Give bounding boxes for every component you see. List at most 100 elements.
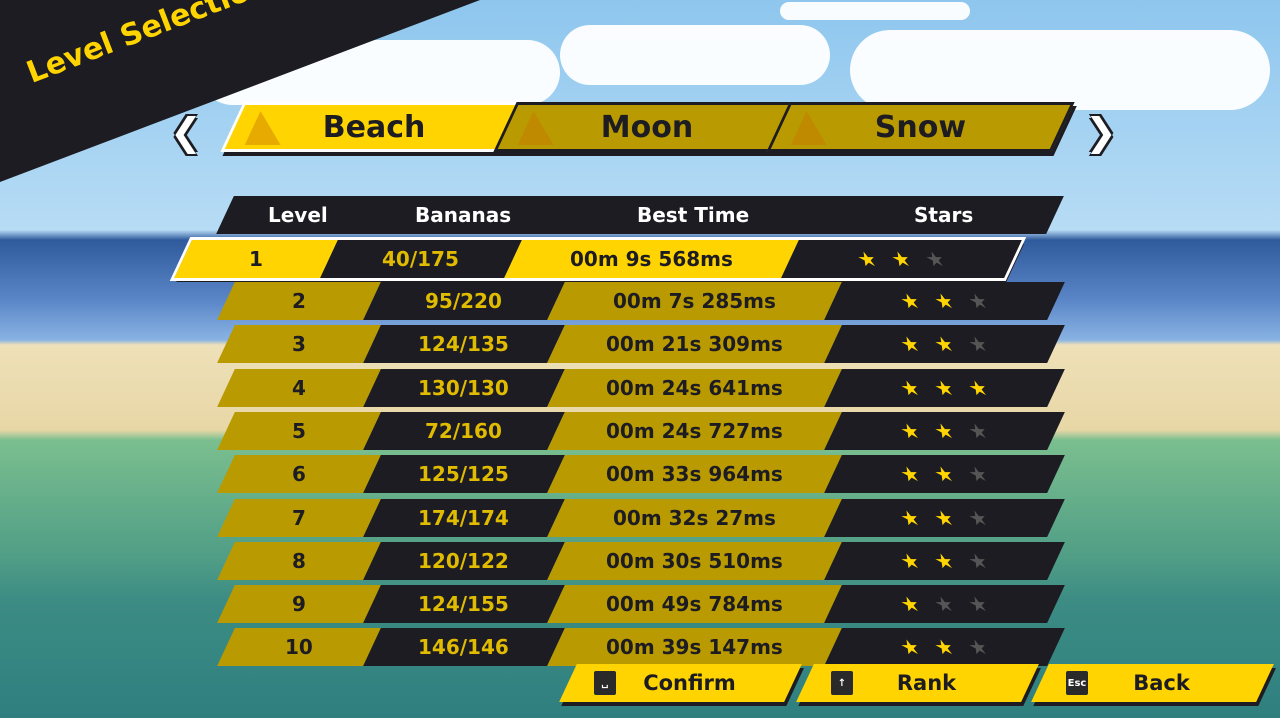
bananas-count: 146/146 (418, 635, 510, 660)
star-icon: ★ (963, 592, 993, 617)
star-icon: ★ (929, 505, 959, 530)
tab-moon[interactable]: Moon (493, 102, 802, 152)
cloud (850, 30, 1270, 110)
best-time: 00m 33s 964ms (605, 462, 783, 487)
stars-rating: ★ ★ ★ (893, 332, 995, 356)
level-number: 2 (291, 289, 306, 313)
star-icon: ★ (895, 289, 925, 313)
best-time: 00m 39s 147ms (605, 635, 783, 660)
key-icon: Esc (1066, 671, 1088, 695)
rank-button[interactable]: ↑ Rank (796, 664, 1039, 702)
best-time: 00m 21s 309ms (605, 332, 783, 357)
level-row[interactable]: 8 120/122 00m 30s 510ms ★ ★ ★ (217, 541, 1065, 580)
bananas-count: 124/155 (418, 592, 510, 617)
column-header: Bananas (414, 203, 511, 227)
best-time: 00m 49s 784ms (605, 592, 783, 617)
tab-snow[interactable]: Snow (766, 102, 1075, 152)
star-icon: ★ (895, 635, 925, 660)
level-number: 3 (291, 332, 306, 357)
star-icon: ★ (963, 289, 993, 313)
stars-rating: ★ ★ ★ (850, 247, 952, 271)
best-time: 00m 24s 727ms (605, 418, 783, 443)
tab-label: Moon (601, 109, 694, 145)
chevron-right-icon[interactable]: ❯ (1085, 110, 1117, 154)
level-number: 6 (291, 462, 306, 487)
stars-rating: ★ ★ ★ (893, 462, 995, 486)
stars-rating: ★ ★ ★ (893, 549, 995, 573)
stars-rating: ★ ★ ★ (893, 419, 995, 443)
level-row[interactable]: 3 124/135 00m 21s 309ms ★ ★ ★ (217, 325, 1065, 364)
stars-rating: ★ ★ ★ (893, 376, 995, 400)
bananas-count: 124/135 (418, 332, 510, 357)
star-icon: ★ (852, 247, 882, 271)
star-icon: ★ (929, 332, 959, 357)
tab-decoration (245, 111, 297, 145)
star-icon: ★ (895, 462, 925, 487)
star-icon: ★ (963, 332, 993, 357)
level-row[interactable]: 1 40/175 00m 9s 568ms ★ ★ ★ (171, 237, 1025, 281)
level-row[interactable]: 4 130/130 00m 24s 641ms ★ ★ ★ (217, 368, 1065, 407)
column-header: Stars (913, 203, 973, 227)
confirm-button[interactable]: ␣ Confirm (559, 664, 802, 702)
best-time: 00m 7s 285ms (612, 289, 776, 313)
best-time: 00m 30s 510ms (605, 548, 783, 573)
button-label: Confirm (643, 671, 736, 695)
tab-decoration (518, 111, 570, 145)
bananas-count: 174/174 (418, 505, 510, 530)
cloud (560, 25, 830, 85)
tab-decoration (791, 111, 843, 145)
level-row[interactable]: 2 95/220 00m 7s 285ms ★ ★ ★ (217, 282, 1065, 320)
level-number: 8 (291, 548, 306, 573)
bananas-count: 125/125 (418, 462, 510, 487)
stars-rating: ★ ★ ★ (893, 592, 995, 616)
stars-rating: ★ ★ ★ (893, 635, 995, 659)
tab-beach[interactable]: Beach (220, 102, 529, 152)
level-row[interactable]: 9 124/155 00m 49s 784ms ★ ★ ★ (217, 585, 1065, 624)
star-icon: ★ (929, 375, 959, 400)
star-icon: ★ (895, 592, 925, 617)
tab-label: Beach (323, 109, 426, 145)
bananas-count: 130/130 (418, 375, 510, 400)
level-number: 5 (291, 418, 306, 443)
bananas-count: 72/160 (425, 418, 503, 443)
bananas-count: 40/175 (382, 247, 460, 271)
star-icon: ★ (886, 247, 916, 271)
level-number: 10 (284, 635, 313, 660)
level-row[interactable]: 5 72/160 00m 24s 727ms ★ ★ ★ (217, 411, 1065, 450)
chevron-left-icon[interactable]: ❮ (170, 110, 202, 154)
level-number: 7 (291, 505, 306, 530)
column-header: Level (267, 203, 328, 227)
star-icon: ★ (929, 418, 959, 443)
best-time: 00m 9s 568ms (569, 247, 733, 271)
star-icon: ★ (920, 247, 950, 271)
level-number: 4 (291, 375, 306, 400)
level-row[interactable]: 7 174/174 00m 32s 27ms ★ ★ ★ (217, 498, 1065, 537)
stars-rating: ★ ★ ★ (893, 289, 995, 313)
star-icon: ★ (895, 375, 925, 400)
star-icon: ★ (963, 418, 993, 443)
key-icon: ␣ (594, 671, 616, 695)
level-row[interactable]: 10 146/146 00m 39s 147ms ★ ★ ★ (217, 628, 1065, 667)
star-icon: ★ (929, 592, 959, 617)
level-number: 1 (248, 247, 263, 271)
star-icon: ★ (895, 332, 925, 357)
star-icon: ★ (929, 635, 959, 660)
star-icon: ★ (895, 418, 925, 443)
star-icon: ★ (963, 375, 993, 400)
best-time: 00m 24s 641ms (605, 375, 783, 400)
bananas-count: 120/122 (418, 548, 510, 573)
star-icon: ★ (895, 505, 925, 530)
star-icon: ★ (929, 462, 959, 487)
star-icon: ★ (963, 548, 993, 573)
star-icon: ★ (963, 505, 993, 530)
level-row[interactable]: 6 125/125 00m 33s 964ms ★ ★ ★ (217, 455, 1065, 494)
back-button[interactable]: Esc Back (1031, 664, 1274, 702)
star-icon: ★ (929, 548, 959, 573)
stars-rating: ★ ★ ★ (893, 506, 995, 530)
table-header: Level Bananas Best Time Stars (216, 196, 1064, 234)
key-icon: ↑ (831, 671, 853, 695)
star-icon: ★ (895, 548, 925, 573)
level-number: 9 (291, 592, 306, 617)
best-time: 00m 32s 27ms (612, 505, 776, 530)
button-label: Back (1133, 671, 1190, 695)
